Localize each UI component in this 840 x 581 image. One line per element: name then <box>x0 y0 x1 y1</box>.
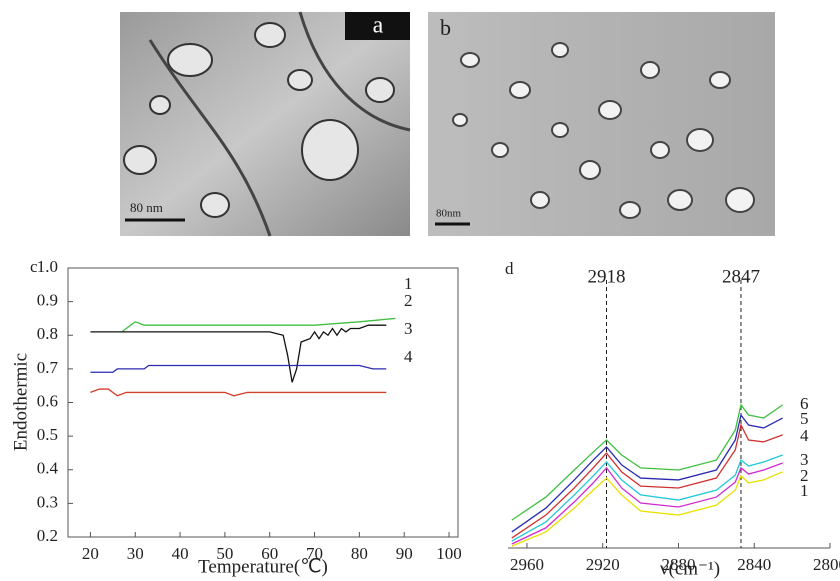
series-line <box>90 388 387 397</box>
x-tick-label: 80 <box>351 544 368 563</box>
annotation: 2847 <box>722 266 760 287</box>
x-tick-label: 2840 <box>737 555 771 574</box>
x-tick-label: 2920 <box>586 555 620 574</box>
x-tick-label: 2960 <box>510 555 544 574</box>
x-tick-label: 30 <box>127 544 144 563</box>
x-tick-label: 50 <box>216 544 233 563</box>
series-line <box>511 423 783 539</box>
series-line <box>511 462 783 545</box>
y-tick-label: 0.2 <box>37 526 58 545</box>
micrograph-b: b 80nm <box>428 12 775 236</box>
y-tick-label: 0.5 <box>37 425 58 444</box>
series-label: 2 <box>404 291 413 310</box>
scale-bar-label: 80nm <box>436 208 462 220</box>
micrograph-a: a 80 nm <box>120 11 411 237</box>
x-tick-label: 70 <box>306 544 323 563</box>
series-label: 1 <box>404 274 413 293</box>
x-tick-label: 60 <box>261 544 278 563</box>
series-label: 3 <box>800 450 809 469</box>
panel-label: d <box>505 259 514 278</box>
series-line <box>511 471 783 547</box>
panel-label: b <box>440 15 451 40</box>
series-line <box>121 317 396 333</box>
x-tick-label: 2880 <box>661 555 695 574</box>
series-label: 4 <box>800 426 809 445</box>
y-axis-label: Endothermic <box>10 353 31 451</box>
x-tick-label: 90 <box>396 544 413 563</box>
y-tick-label: 0.7 <box>37 358 59 377</box>
series-line <box>90 324 387 383</box>
plot-frame <box>67 267 459 538</box>
x-tick-label: 2800 <box>813 555 840 574</box>
series-label: 3 <box>404 319 413 338</box>
series-line <box>90 364 387 373</box>
x-tick-label: 100 <box>436 544 462 563</box>
y-tick-label: 0.4 <box>37 459 59 478</box>
series-label: 4 <box>404 347 413 366</box>
panel-label: a <box>373 13 384 39</box>
series-label: 2 <box>800 466 809 485</box>
series-line <box>511 413 783 533</box>
y-tick-label: 0.9 <box>37 291 58 310</box>
series-label: 6 <box>800 394 809 413</box>
x-tick-label: 20 <box>82 544 99 563</box>
y-tick-label: 0.6 <box>37 391 58 410</box>
series-line <box>511 454 783 542</box>
y-tick-label: 1.0 <box>37 257 58 276</box>
y-tick-label: 0.3 <box>37 492 58 511</box>
series-line <box>511 403 784 521</box>
y-tick-label: 0.8 <box>37 324 58 343</box>
series-label: 5 <box>800 409 809 428</box>
series-label: 1 <box>800 481 809 500</box>
x-axis-label: Temperature(℃) <box>198 556 328 577</box>
scale-bar-label: 80 nm <box>130 200 163 215</box>
panel-label: c <box>30 257 38 276</box>
annotation: 2918 <box>587 266 625 287</box>
x-tick-label: 40 <box>172 544 189 563</box>
x-axis-label: ν(cm⁻¹) <box>660 558 720 579</box>
